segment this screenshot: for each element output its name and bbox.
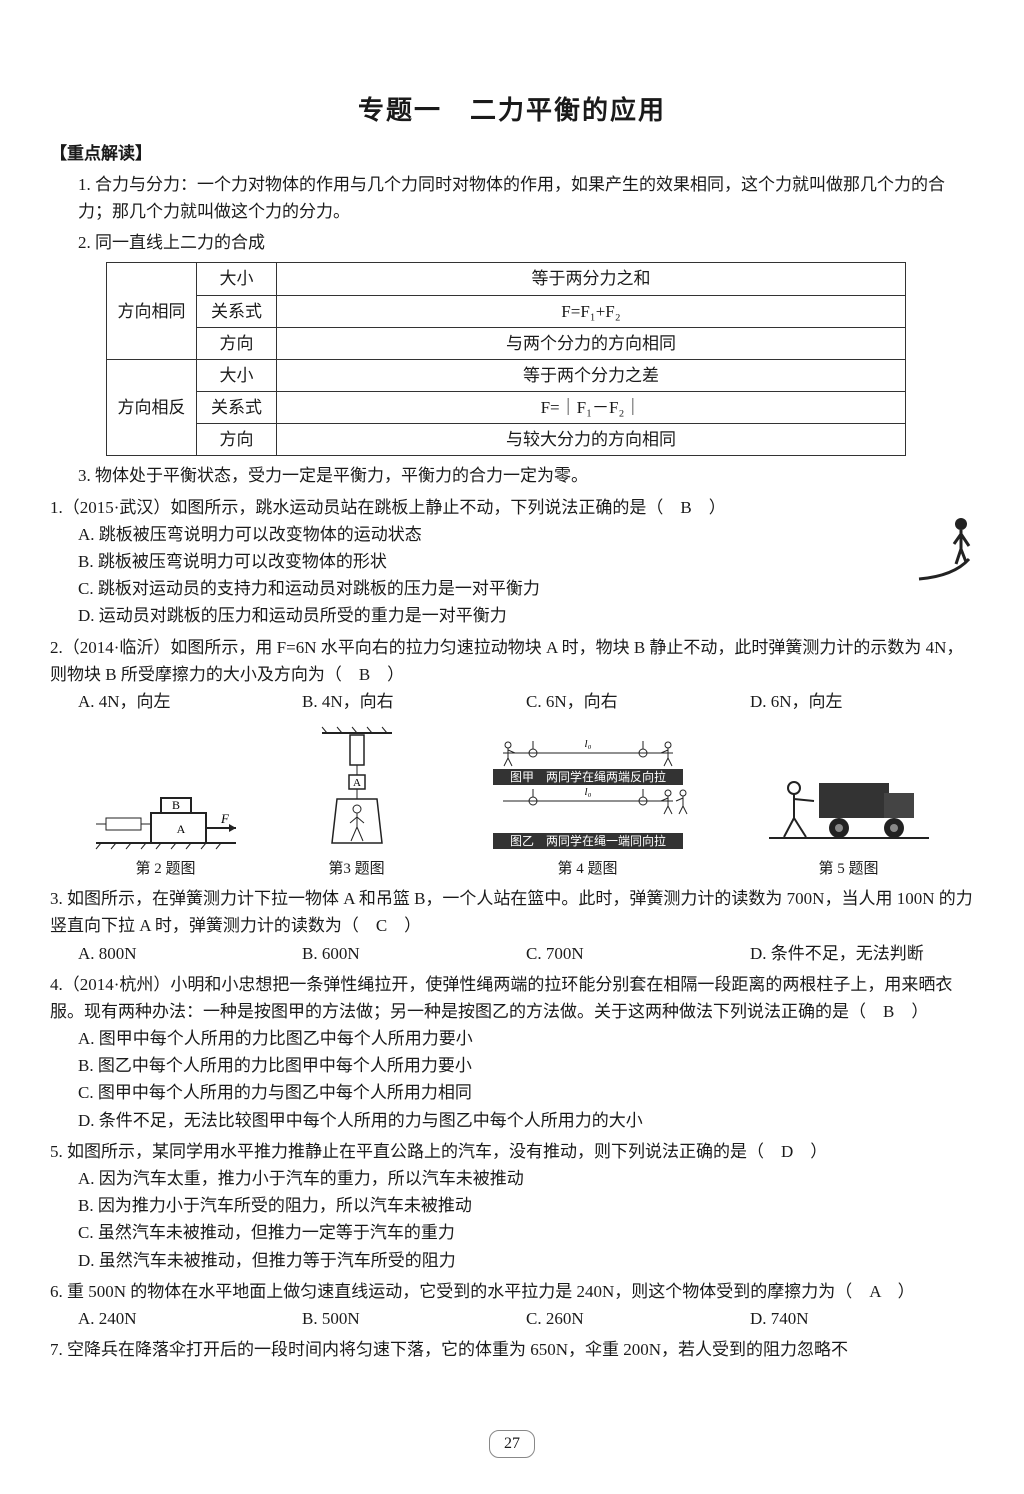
figure-3: A 第3 题图 xyxy=(302,723,412,881)
q5-option-a: A. 因为汽车太重，推力小于汽车的重力，所以汽车未被推动 xyxy=(78,1165,974,1192)
q5-option-c: C. 虽然汽车未被推动，但推力一定等于汽车的重力 xyxy=(78,1219,974,1246)
q1-figure xyxy=(914,494,974,612)
q2-option-a: A. 4N，向左 xyxy=(78,688,302,715)
q6-option-a: A. 240N xyxy=(78,1305,302,1332)
table-cell: 方向 xyxy=(197,424,277,456)
table-cell: 等于两个分力之差 xyxy=(277,359,906,391)
force-composition-table: 方向相同 大小 等于两分力之和 关系式 F=F₁+F₂ 方向 与两个分力的方向相… xyxy=(106,262,906,456)
table-cell: 方向相反 xyxy=(107,359,197,456)
q3-option-c: C. 700N xyxy=(526,940,750,967)
figure-5-caption: 第 5 题图 xyxy=(818,861,878,877)
q1-option-b: B. 跳板被压弯说明力可以改变物体的形状 xyxy=(78,548,974,575)
page-number-value: 27 xyxy=(489,1430,535,1458)
svg-text:l₀: l₀ xyxy=(584,786,591,798)
q1-stem: 1.（2015·武汉）如图所示，跳水运动员站在跳板上静止不动，下列说法正确的是（… xyxy=(50,494,974,521)
q6-options: A. 240N B. 500N C. 260N D. 740N xyxy=(78,1305,974,1332)
q4-option-b: B. 图乙中每个人所用的力比图甲中每个人所用力要小 xyxy=(78,1052,974,1079)
table-cell: 方向相同 xyxy=(107,263,197,360)
q1-option-a: A. 跳板被压弯说明力可以改变物体的运动状态 xyxy=(78,521,974,548)
svg-text:B: B xyxy=(171,798,179,812)
q4-option-a: A. 图甲中每个人所用的力比图乙中每个人所用力要小 xyxy=(78,1025,974,1052)
figure-row: B A F 第 2 题图 A 第3 题图 xyxy=(60,723,964,881)
q6-option-d: D. 740N xyxy=(750,1305,974,1332)
q6-stem: 6. 重 500N 的物体在水平地面上做匀速直线运动，它受到的水平拉力是 240… xyxy=(50,1278,974,1305)
table-cell: F=｜F₁－F₂｜ xyxy=(277,392,906,424)
q2-stem: 2.（2014·临沂）如图所示，用 F=6N 水平向右的拉力匀速拉动物块 A 时… xyxy=(50,634,974,688)
page-title: 专题一 二力平衡的应用 xyxy=(50,90,974,132)
table-cell: 关系式 xyxy=(197,392,277,424)
table-cell: 与较大分力的方向相同 xyxy=(277,424,906,456)
table-cell: 等于两分力之和 xyxy=(277,263,906,295)
table-cell: 方向 xyxy=(197,327,277,359)
q2-option-b: B. 4N，向右 xyxy=(302,688,526,715)
q3-option-d: D. 条件不足，无法判断 xyxy=(750,940,974,967)
q4-option-c: C. 图甲中每个人所用的力与图乙中每个人所用力相同 xyxy=(78,1079,974,1106)
q2-option-d: D. 6N，向左 xyxy=(750,688,974,715)
q7-stem: 7. 空降兵在降落伞打开后的一段时间内将匀速下落，它的体重为 650N，伞重 2… xyxy=(50,1336,974,1363)
q4-option-d: D. 条件不足，无法比较图甲中每个人所用的力与图乙中每个人所用力的大小 xyxy=(78,1107,974,1134)
svg-text:l₀: l₀ xyxy=(584,738,591,750)
figure-4: l₀ 图甲 两同学在绳两端反向拉 l₀ 图乙 两同学在绳一端同向拉 第 4 题图 xyxy=(473,733,703,881)
q1-option-d: D. 运动员对跳板的压力和运动员所受的重力是一对平衡力 xyxy=(78,602,974,629)
figure-4b-label: 图乙 两同学在绳一端同向拉 xyxy=(509,833,665,848)
table-cell: 大小 xyxy=(197,263,277,295)
svg-text:A: A xyxy=(176,822,185,836)
q4-stem: 4.（2014·杭州）小明和小忠想把一条弹性绳拉开，使弹性绳两端的拉环能分别套在… xyxy=(50,971,974,1025)
table-cell: 关系式 xyxy=(197,295,277,327)
q3-option-a: A. 800N xyxy=(78,940,302,967)
q1-option-c: C. 跳板对运动员的支持力和运动员对跳板的压力是一对平衡力 xyxy=(78,575,974,602)
q3-options: A. 800N B. 600N C. 700N D. 条件不足，无法判断 xyxy=(78,940,974,967)
point-2: 2. 同一直线上二力的合成 xyxy=(78,229,974,256)
q6-option-b: B. 500N xyxy=(302,1305,526,1332)
section-heading: 【重点解读】 xyxy=(50,140,974,167)
figure-4a-label: 图甲 两同学在绳两端反向拉 xyxy=(509,769,665,784)
q2-options: A. 4N，向左 B. 4N，向右 C. 6N，向右 D. 6N，向左 xyxy=(78,688,974,715)
q5-option-d: D. 虽然汽车未被推动，但推力等于汽车所受的阻力 xyxy=(78,1247,974,1274)
table-cell: F=F₁+F₂ xyxy=(277,295,906,327)
q6-option-c: C. 260N xyxy=(526,1305,750,1332)
q3-option-b: B. 600N xyxy=(302,940,526,967)
figure-5: 第 5 题图 xyxy=(764,743,934,881)
figure-3-caption: 第3 题图 xyxy=(328,861,384,877)
page-number: 27 xyxy=(0,1430,1024,1458)
q2-option-c: C. 6N，向右 xyxy=(526,688,750,715)
q3-stem: 3. 如图所示，在弹簧测力计下拉一物体 A 和吊篮 B，一个人站在篮中。此时，弹… xyxy=(50,885,974,939)
figure-2: B A F 第 2 题图 xyxy=(91,773,241,881)
table-cell: 大小 xyxy=(197,359,277,391)
q5-option-b: B. 因为推力小于汽车所受的阻力，所以汽车未被推动 xyxy=(78,1192,974,1219)
point-1: 1. 合力与分力：一个力对物体的作用与几个力同时对物体的作用，如果产生的效果相同… xyxy=(78,171,974,225)
svg-text:F: F xyxy=(220,811,230,826)
figure-4-caption: 第 4 题图 xyxy=(557,861,617,877)
svg-text:A: A xyxy=(353,777,361,789)
q5-stem: 5. 如图所示，某同学用水平推力推静止在平直公路上的汽车，没有推动，则下列说法正… xyxy=(50,1138,974,1165)
point-3: 3. 物体处于平衡状态，受力一定是平衡力，平衡力的合力一定为零。 xyxy=(78,462,974,489)
figure-2-caption: 第 2 题图 xyxy=(135,861,195,877)
table-cell: 与两个分力的方向相同 xyxy=(277,327,906,359)
